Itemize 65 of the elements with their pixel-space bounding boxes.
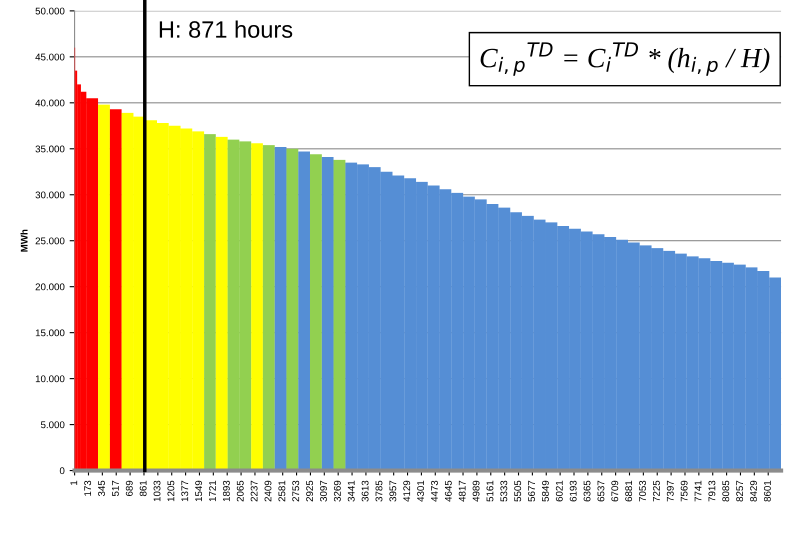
x-tick-label: 7913 — [708, 480, 716, 502]
x-tick-label: 4989 — [472, 480, 480, 502]
x-tick-label: 6881 — [625, 480, 632, 502]
y-tick-label: 35.000 — [35, 146, 64, 152]
x-tick-label: 5161 — [486, 480, 494, 502]
x-tick-label: 2753 — [292, 480, 300, 502]
x-tick-label: 5333 — [500, 480, 508, 502]
x-tick-label: 173 — [84, 480, 92, 496]
x-tick-label: 2237 — [250, 480, 258, 502]
x-tick-label: 7569 — [680, 480, 688, 502]
x-tick-label: 3269 — [334, 480, 341, 502]
x-tick-label: 6709 — [611, 480, 618, 502]
x-tick-label: 5505 — [514, 480, 522, 502]
x-tick-label: 8429 — [750, 480, 757, 502]
x-tick-label: 2925 — [306, 480, 314, 502]
x-tick-label: 1205 — [167, 480, 174, 502]
x-tick-label: 4301 — [417, 480, 424, 502]
x-tick-label: 6021 — [556, 480, 563, 502]
x-tick-label: 7225 — [652, 480, 660, 502]
x-tick-label: 6365 — [584, 480, 590, 502]
x-tick-label: 1549 — [195, 480, 202, 502]
x-tick-label: 345 — [98, 480, 105, 496]
x-tick-label: 3957 — [389, 480, 396, 502]
y-tick-label: 25.000 — [36, 237, 64, 244]
x-tick-label: 3097 — [320, 480, 327, 502]
x-tick-label: 7053 — [639, 480, 646, 502]
x-tick-label: 7741 — [694, 480, 702, 502]
x-tick-label: 517 — [112, 480, 119, 496]
x-tick-label: 7397 — [666, 480, 674, 502]
x-tick-label: 8601 — [764, 480, 771, 502]
y-tick-label: 30.000 — [35, 191, 64, 198]
y-tick-label: 50.000 — [36, 8, 64, 14]
x-tick-label: 1893 — [222, 480, 230, 502]
x-tick-label: 8085 — [722, 480, 730, 502]
x-tick-label: 5677 — [528, 480, 535, 502]
x-tick-label: 2581 — [278, 480, 286, 502]
y-tick-label: 10.000 — [36, 375, 64, 382]
x-tick-label: 2065 — [236, 480, 244, 502]
x-tick-label: 1721 — [209, 480, 216, 502]
x-tick-label: 3613 — [362, 480, 369, 502]
y-tick-label: 5.000 — [40, 421, 64, 428]
x-tick-label: 3441 — [348, 480, 355, 502]
x-tick-label: 6537 — [597, 480, 604, 502]
x-tick-label: 2409 — [264, 480, 272, 502]
y-tick-label: 40.000 — [35, 100, 64, 106]
y-tick-label: 0 — [60, 467, 64, 474]
y-axis-title: MWh — [20, 230, 28, 252]
x-tick-label: 1033 — [154, 480, 160, 502]
x-tick-label: 4817 — [458, 480, 466, 502]
x-tick-label: 8257 — [736, 480, 744, 502]
y-tick-label: 15.000 — [36, 329, 64, 336]
x-tick-label: 3785 — [376, 480, 382, 502]
x-tick-label: 861 — [140, 480, 147, 496]
y-tick-label: 45.000 — [35, 54, 64, 60]
x-tick-label: 5849 — [542, 480, 549, 502]
x-tick-label: 4473 — [431, 480, 438, 502]
x-tick-label: 4645 — [444, 480, 452, 502]
ref-line-label: H: 871 hours — [160, 20, 292, 38]
text: C$_{i,p}$$^{TD}$ = C$_{i}$$^{TD}$ * (h$_{i,p}$ / H) — [480, 42, 770, 76]
x-tick-label: 6193 — [570, 480, 577, 502]
y-tick-label: 20.000 — [36, 283, 64, 290]
x-tick-label: 689 — [126, 480, 133, 496]
x-tick-label: 4129 — [403, 480, 410, 502]
x-tick-label: 1 — [70, 480, 78, 485]
x-tick-label: 1377 — [181, 480, 188, 502]
